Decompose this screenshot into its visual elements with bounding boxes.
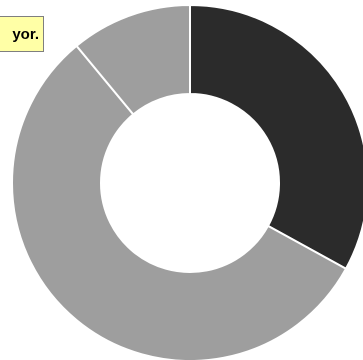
donut-slice-1 [189, 3, 363, 271]
annotation-callout: yor. [0, 16, 44, 52]
annotation-text: yor. [12, 25, 39, 43]
donut-slice-2 [11, 44, 348, 360]
donut-slice-3 [75, 3, 191, 116]
